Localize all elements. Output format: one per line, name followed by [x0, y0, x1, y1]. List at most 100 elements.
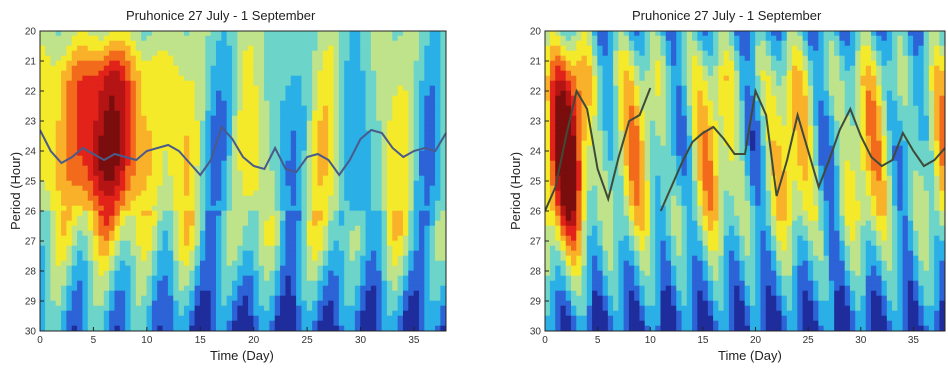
heatmap-cell: [402, 35, 409, 42]
heatmap-cell: [322, 175, 329, 182]
heatmap-cell: [82, 185, 89, 192]
heatmap-cell: [157, 310, 164, 317]
heatmap-cell: [248, 70, 254, 77]
heatmap-cell: [232, 195, 238, 202]
heatmap-cell: [215, 230, 222, 237]
heatmap-cell: [381, 240, 388, 247]
heatmap-cell: [274, 75, 281, 82]
heatmap-cell: [248, 235, 254, 242]
heatmap-cell: [61, 155, 68, 162]
heatmap-cell: [440, 265, 446, 272]
heatmap-cell: [274, 105, 281, 112]
heatmap-cell: [264, 190, 271, 197]
heatmap-cell: [157, 285, 164, 292]
heatmap-cell: [328, 45, 335, 52]
heatmap-cell: [560, 305, 567, 312]
heatmap-cell: [248, 215, 254, 222]
heatmap-cell: [130, 100, 137, 107]
heatmap-cell: [418, 315, 425, 322]
heatmap-cell: [119, 280, 126, 287]
heatmap-cell: [221, 200, 228, 207]
heatmap-cell: [381, 45, 388, 52]
heatmap-cell: [71, 130, 78, 137]
heatmap-cell: [386, 80, 393, 87]
heatmap-cell: [61, 95, 68, 102]
heatmap-cell: [402, 120, 409, 127]
heatmap-cell: [87, 190, 94, 197]
heatmap-cell: [114, 280, 121, 287]
heatmap-cell: [424, 195, 431, 202]
heatmap-cell: [274, 315, 281, 322]
heatmap-cell: [290, 265, 297, 272]
heatmap-cell: [189, 205, 196, 212]
heatmap-cell: [205, 210, 212, 217]
heatmap-cell: [274, 50, 281, 57]
heatmap-cell: [549, 70, 556, 77]
heatmap-cell: [322, 120, 329, 127]
heatmap-cell: [370, 160, 377, 167]
heatmap-cell: [296, 105, 303, 112]
heatmap-cell: [408, 295, 415, 302]
heatmap-cell: [402, 230, 409, 237]
heatmap-cell: [237, 320, 244, 327]
heatmap-cell: [424, 105, 431, 112]
heatmap-cell: [248, 31, 254, 37]
heatmap-cell: [258, 320, 265, 327]
heatmap-cell: [183, 300, 190, 307]
heatmap-cell: [82, 55, 89, 62]
heatmap-cell: [312, 240, 319, 247]
heatmap-cell: [370, 70, 377, 77]
heatmap-cell: [71, 140, 78, 147]
heatmap-cell: [98, 250, 105, 257]
heatmap-cell: [232, 105, 238, 112]
heatmap-cell: [141, 260, 148, 267]
heatmap-cell: [365, 170, 372, 177]
heatmap-cell: [360, 85, 367, 92]
heatmap-cell: [392, 210, 399, 217]
heatmap-cell: [392, 275, 399, 282]
heatmap-cell: [114, 255, 121, 262]
heatmap-cell: [435, 50, 441, 57]
heatmap-cell: [296, 160, 303, 167]
heatmap-cell: [205, 195, 212, 202]
heatmap-cell: [50, 85, 57, 92]
heatmap-cell: [71, 45, 78, 52]
heatmap-cell: [242, 240, 249, 247]
heatmap-cell: [40, 295, 46, 302]
heatmap-cell: [392, 220, 399, 227]
heatmap-cell: [306, 75, 313, 82]
heatmap-cell: [232, 110, 238, 117]
heatmap-cell: [232, 130, 238, 137]
heatmap-cell: [565, 220, 572, 227]
heatmap-cell: [269, 300, 276, 307]
heatmap-cell: [141, 160, 148, 167]
heatmap-cell: [253, 255, 260, 262]
heatmap-cell: [344, 310, 351, 317]
heatmap-cell: [381, 180, 388, 187]
heatmap-cell: [146, 105, 153, 112]
heatmap-cell: [413, 260, 420, 267]
heatmap-cell: [306, 150, 313, 157]
heatmap-cell: [77, 310, 84, 317]
heatmap-cell: [354, 190, 361, 197]
heatmap-cell: [98, 245, 105, 252]
heatmap-cell: [306, 31, 313, 37]
heatmap-cell: [549, 130, 556, 137]
heatmap-cell: [141, 290, 148, 297]
heatmap-cell: [290, 55, 297, 62]
heatmap-cell: [40, 55, 46, 62]
heatmap-cell: [429, 35, 436, 42]
heatmap-cell: [565, 310, 572, 317]
heatmap-cell: [429, 325, 436, 331]
heatmap-cell: [50, 55, 57, 62]
heatmap-cell: [301, 45, 308, 52]
heatmap-cell: [440, 190, 446, 197]
heatmap-cell: [354, 60, 361, 67]
heatmap-cell: [354, 45, 361, 52]
heatmap-cell: [258, 130, 265, 137]
heatmap-cell: [408, 60, 415, 67]
heatmap-cell: [55, 315, 62, 322]
heatmap-cell: [66, 90, 73, 97]
heatmap-cell: [397, 190, 404, 197]
heatmap-cell: [429, 165, 436, 172]
